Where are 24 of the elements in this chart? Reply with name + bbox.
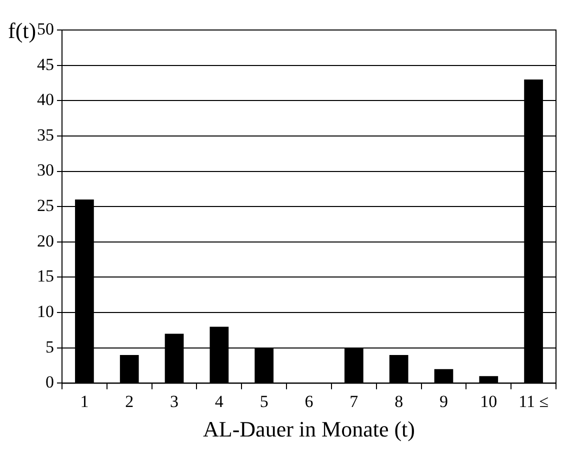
y-tick-label: 5: [46, 337, 54, 356]
y-tick-label: 45: [37, 54, 54, 74]
x-tick-label: 2: [125, 392, 134, 411]
x-tick-label: 7: [350, 392, 359, 411]
y-tick-label: 15: [37, 266, 54, 286]
y-tick-label: 10: [37, 302, 54, 322]
y-tick-label: 25: [37, 196, 54, 216]
y-tick-label: 35: [37, 125, 54, 144]
y-tick-label: 20: [37, 231, 54, 250]
x-tick-label: 5: [260, 392, 268, 411]
x-tick-label: 11 ≤: [518, 392, 549, 411]
x-tick-label: 10: [480, 392, 498, 411]
y-axis-title: f(t): [8, 18, 36, 43]
x-axis-title: AL-Dauer in Monate (t): [203, 416, 415, 442]
x-tick-label: 3: [170, 392, 179, 411]
x-tick-label: 4: [214, 392, 224, 411]
y-tick-label: 0: [46, 372, 54, 392]
x-tick-label: 9: [439, 392, 448, 411]
y-tick-label: 30: [37, 160, 54, 180]
y-tick-label: 40: [37, 90, 54, 110]
y-tick-label: 50: [37, 19, 54, 38]
x-tick-label: 8: [394, 392, 404, 411]
x-tick-label: 6: [304, 392, 314, 411]
x-tick-label: 1: [80, 392, 89, 411]
